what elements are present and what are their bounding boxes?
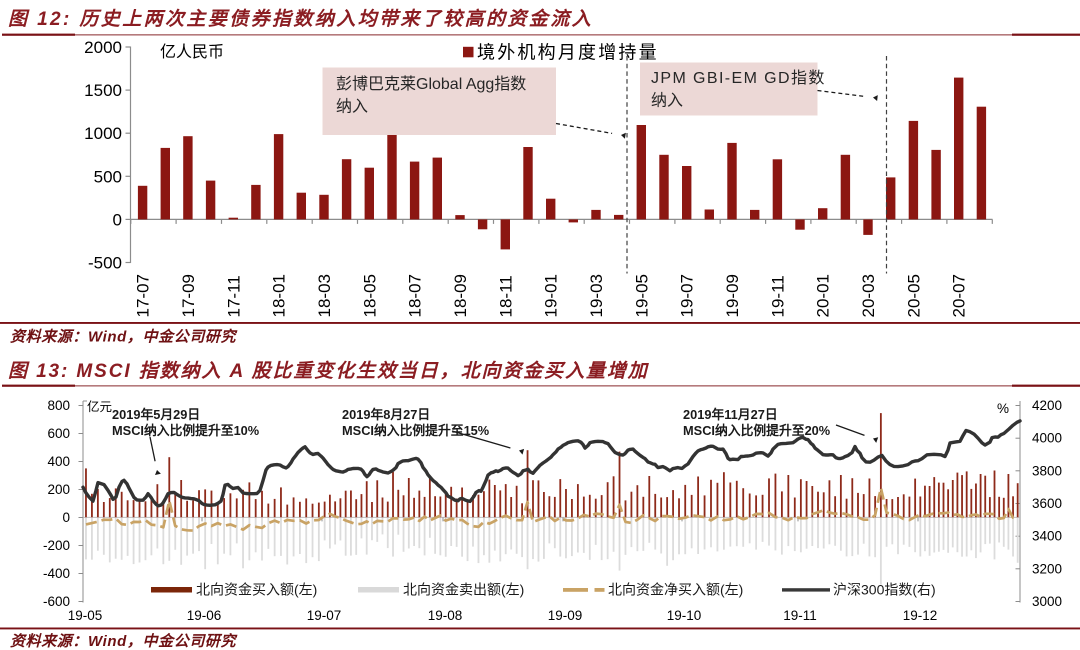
svg-text:2019年5月29日: 2019年5月29日 bbox=[112, 407, 200, 422]
svg-text:19-09: 19-09 bbox=[548, 608, 583, 623]
svg-text:18-11: 18-11 bbox=[496, 275, 515, 317]
svg-text:-600: -600 bbox=[43, 594, 70, 609]
svg-text:纳入: 纳入 bbox=[651, 92, 683, 110]
svg-text:JPM GBI-EM GD指数: JPM GBI-EM GD指数 bbox=[651, 69, 826, 87]
svg-text:0: 0 bbox=[62, 510, 70, 525]
svg-text:19-07: 19-07 bbox=[678, 274, 697, 317]
svg-text:20-03: 20-03 bbox=[859, 274, 878, 317]
svg-text:MSCI纳入比例提升至15%: MSCI纳入比例提升至15% bbox=[342, 423, 490, 438]
svg-text:3200: 3200 bbox=[1032, 561, 1062, 576]
svg-text:纳入: 纳入 bbox=[336, 98, 368, 116]
svg-text:图 13: MSCI 指数纳入 A 股比重变化生效当日，北向: 图 13: MSCI 指数纳入 A 股比重变化生效当日，北向资金买入量增加 bbox=[8, 360, 650, 382]
svg-text:19-06: 19-06 bbox=[187, 608, 222, 623]
svg-text:18-09: 18-09 bbox=[451, 274, 470, 317]
svg-text:2000: 2000 bbox=[84, 38, 122, 57]
svg-text:亿元: 亿元 bbox=[87, 399, 112, 414]
svg-text:18-03: 18-03 bbox=[315, 274, 334, 317]
svg-text:沪深300指数(右): 沪深300指数(右) bbox=[833, 582, 936, 598]
svg-text:%: % bbox=[997, 401, 1009, 416]
svg-text:17-09: 17-09 bbox=[179, 274, 198, 317]
svg-text:3800: 3800 bbox=[1032, 463, 1062, 478]
svg-text:0: 0 bbox=[113, 210, 122, 229]
svg-text:18-07: 18-07 bbox=[406, 274, 425, 317]
svg-text:境外机构月度增持量: 境外机构月度增持量 bbox=[477, 43, 659, 63]
svg-text:亿人民币: 亿人民币 bbox=[160, 43, 224, 61]
svg-text:19-10: 19-10 bbox=[667, 608, 702, 623]
svg-text:19-01: 19-01 bbox=[542, 274, 561, 317]
svg-text:1500: 1500 bbox=[84, 81, 122, 100]
svg-text:北向资金买入额(左): 北向资金买入额(左) bbox=[196, 582, 317, 598]
svg-text:3600: 3600 bbox=[1032, 496, 1062, 511]
svg-text:800: 800 bbox=[47, 398, 70, 413]
svg-text:500: 500 bbox=[94, 167, 122, 186]
svg-text:彭博巴克莱Global Agg指数: 彭博巴克莱Global Agg指数 bbox=[336, 75, 526, 93]
svg-text:19-11: 19-11 bbox=[768, 275, 787, 317]
svg-text:-400: -400 bbox=[43, 566, 70, 581]
svg-text:19-09: 19-09 bbox=[723, 274, 742, 317]
svg-text:19-05: 19-05 bbox=[68, 608, 103, 623]
svg-text:19-11: 19-11 bbox=[783, 608, 817, 623]
svg-text:20-05: 20-05 bbox=[904, 274, 923, 317]
svg-text:400: 400 bbox=[47, 454, 70, 469]
svg-text:2019年11月27日: 2019年11月27日 bbox=[683, 407, 778, 422]
svg-text:图 12: 历史上两次主要债券指数纳入均带来了较高的资金流: 图 12: 历史上两次主要债券指数纳入均带来了较高的资金流入 bbox=[8, 8, 593, 30]
svg-text:MSCI纳入比例提升至10%: MSCI纳入比例提升至10% bbox=[112, 423, 260, 438]
svg-text:MSCI纳入比例提升至20%: MSCI纳入比例提升至20% bbox=[683, 423, 831, 438]
svg-text:17-07: 17-07 bbox=[134, 274, 153, 317]
svg-text:18-01: 18-01 bbox=[270, 274, 289, 317]
svg-text:19-12: 19-12 bbox=[903, 608, 938, 623]
svg-text:北向资金净买入额(左): 北向资金净买入额(左) bbox=[608, 582, 743, 598]
svg-text:19-05: 19-05 bbox=[632, 274, 651, 317]
svg-text:20-01: 20-01 bbox=[814, 274, 833, 317]
svg-text:17-11: 17-11 bbox=[224, 275, 243, 317]
svg-text:600: 600 bbox=[47, 426, 70, 441]
svg-text:200: 200 bbox=[47, 482, 70, 497]
svg-text:19-03: 19-03 bbox=[587, 274, 606, 317]
svg-text:2019年8月27日: 2019年8月27日 bbox=[342, 407, 430, 422]
svg-text:4000: 4000 bbox=[1032, 431, 1062, 446]
svg-text:19-08: 19-08 bbox=[428, 608, 463, 623]
svg-text:20-07: 20-07 bbox=[950, 274, 969, 317]
svg-text:3000: 3000 bbox=[1032, 594, 1062, 609]
svg-text:1000: 1000 bbox=[84, 124, 122, 143]
svg-text:北向资金卖出额(左): 北向资金卖出额(左) bbox=[403, 582, 524, 598]
svg-text:18-05: 18-05 bbox=[360, 274, 379, 317]
svg-text:19-07: 19-07 bbox=[307, 608, 342, 623]
svg-text:资料来源：Wind，中金公司研究: 资料来源：Wind，中金公司研究 bbox=[10, 328, 238, 346]
svg-text:3400: 3400 bbox=[1032, 529, 1062, 544]
svg-text:资料来源：Wind，中金公司研究: 资料来源：Wind，中金公司研究 bbox=[10, 632, 238, 650]
svg-text:4200: 4200 bbox=[1032, 398, 1062, 413]
svg-text:-500: -500 bbox=[88, 254, 122, 273]
svg-text:-200: -200 bbox=[43, 538, 70, 553]
